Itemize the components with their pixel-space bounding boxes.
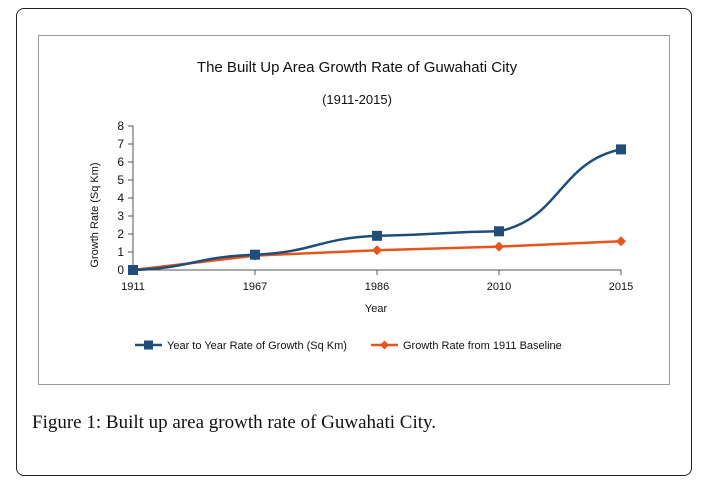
series-baseline [128,236,626,275]
x-tick-label: 2015 [609,281,633,293]
y-tick-label: 4 [117,191,124,205]
data-point-2015 [616,144,626,155]
legend-marker [380,340,389,350]
x-tick-label: 2010 [487,281,511,293]
x-tick-label: 1967 [243,281,267,293]
caption-label: Figure 1: [32,412,102,433]
y-tick-label: 2 [117,227,124,241]
legend-item-year-to-year: Year to Year Rate of Growth (Sq Km) [135,340,347,352]
data-point-1911 [128,265,138,275]
y-tick-label: 5 [117,173,124,187]
y-tick-label: 3 [117,209,124,223]
x-axis-label: Year [365,303,388,315]
data-point-1967 [250,249,260,260]
y-tick-label: 6 [117,155,124,169]
y-tick-label: 7 [117,137,124,151]
legend: Year to Year Rate of Growth (Sq Km) Growt… [135,340,562,352]
legend-item-baseline: Growth Rate from 1911 Baseline [371,340,562,352]
x-tick-label: 1986 [365,281,389,293]
axes: 0 1 2 3 4 5 6 7 8 1911 1967 1986 2010 2015 [117,119,633,293]
x-tick-label: 1911 [121,281,145,293]
y-tick-label: 1 [117,245,124,259]
series-year-to-year [128,144,626,275]
data-point-2010 [494,226,504,237]
y-tick-label: 0 [117,263,124,277]
y-axis-label: Growth Rate (Sq Km) [89,162,101,267]
data-point-1986 [372,245,382,256]
y-tick-label: 8 [117,119,124,133]
data-point-2015 [616,236,626,247]
figure-caption: Figure 1: Built up area growth rate of G… [32,412,436,434]
legend-label: Year to Year Rate of Growth (Sq Km) [167,340,347,352]
legend-label: Growth Rate from 1911 Baseline [403,340,562,352]
data-point-1986 [372,230,382,241]
chart-title: The Built Up Area Growth Rate of Guwahat… [197,59,518,76]
data-point-2010 [494,241,504,252]
legend-marker [144,340,153,350]
caption-text: Built up area growth rate of Guwahati Ci… [101,412,437,433]
chart-area [38,35,670,385]
chart-subtitle: (1911-2015) [322,92,392,107]
series-layer [128,144,626,275]
figure-frame [16,8,692,476]
